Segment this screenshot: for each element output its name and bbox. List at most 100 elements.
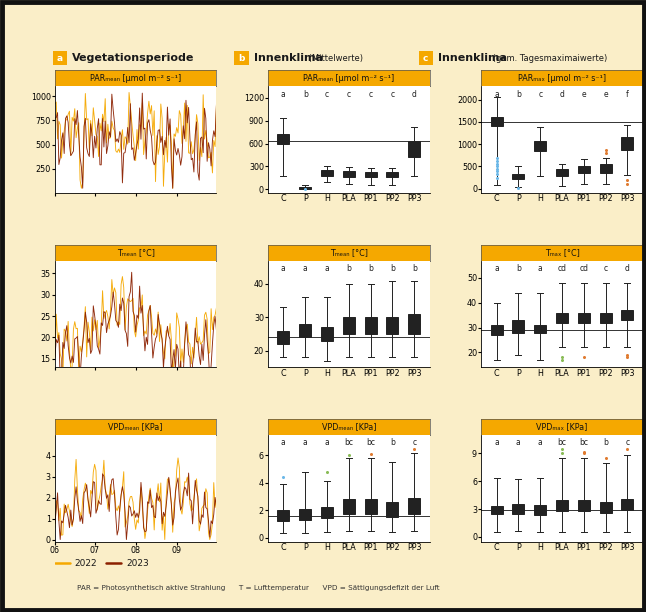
Text: bc: bc xyxy=(579,438,589,447)
Text: Innenklima: Innenklima xyxy=(438,53,507,63)
Text: e: e xyxy=(581,89,586,99)
PathPatch shape xyxy=(556,500,568,511)
PathPatch shape xyxy=(408,141,421,157)
Text: c: c xyxy=(325,89,329,99)
PathPatch shape xyxy=(277,510,289,521)
Text: a: a xyxy=(494,438,499,447)
Text: (Mittelwerte): (Mittelwerte) xyxy=(306,54,362,62)
PathPatch shape xyxy=(578,165,590,173)
Text: a: a xyxy=(281,89,286,99)
PathPatch shape xyxy=(534,325,547,332)
PathPatch shape xyxy=(621,310,634,320)
PathPatch shape xyxy=(364,499,377,514)
PathPatch shape xyxy=(277,330,289,344)
Text: a: a xyxy=(303,438,307,447)
Text: c: c xyxy=(603,264,608,273)
Text: b: b xyxy=(412,264,417,273)
PathPatch shape xyxy=(343,499,355,514)
Text: 2023: 2023 xyxy=(126,559,149,567)
PathPatch shape xyxy=(386,172,399,177)
Text: a: a xyxy=(303,264,307,273)
PathPatch shape xyxy=(321,327,333,341)
PathPatch shape xyxy=(512,174,525,179)
PathPatch shape xyxy=(599,165,612,173)
Text: PARₘₑₐₙ [μmol m⁻² s⁻¹]: PARₘₑₐₙ [μmol m⁻² s⁻¹] xyxy=(90,74,182,83)
Text: cd: cd xyxy=(557,264,567,273)
Text: c: c xyxy=(538,89,542,99)
Text: VPDₘₑₐₙ [KPa]: VPDₘₑₐₙ [KPa] xyxy=(322,422,376,431)
PathPatch shape xyxy=(277,133,289,144)
PathPatch shape xyxy=(299,187,311,188)
Text: VPDₘₑₐₙ [KPa]: VPDₘₑₐₙ [KPa] xyxy=(109,422,163,431)
Text: b: b xyxy=(346,264,351,273)
Text: a: a xyxy=(516,438,521,447)
PathPatch shape xyxy=(621,137,634,150)
Text: c: c xyxy=(625,438,630,447)
Text: b: b xyxy=(303,89,307,99)
Text: a: a xyxy=(281,438,286,447)
Text: Vegetationsperiode: Vegetationsperiode xyxy=(72,53,194,63)
PathPatch shape xyxy=(321,507,333,518)
Text: a: a xyxy=(325,264,329,273)
PathPatch shape xyxy=(321,170,333,176)
Text: VPDₘₐₓ [KPa]: VPDₘₐₓ [KPa] xyxy=(536,422,588,431)
Text: 2022: 2022 xyxy=(74,559,97,567)
PathPatch shape xyxy=(578,500,590,511)
PathPatch shape xyxy=(490,506,503,513)
Text: bc: bc xyxy=(557,438,567,447)
PathPatch shape xyxy=(621,499,634,510)
Text: f: f xyxy=(626,89,629,99)
Text: a: a xyxy=(57,54,63,62)
Text: b: b xyxy=(516,89,521,99)
PathPatch shape xyxy=(556,169,568,176)
Text: b: b xyxy=(516,264,521,273)
Text: bc: bc xyxy=(344,438,353,447)
PathPatch shape xyxy=(599,313,612,323)
Text: c: c xyxy=(347,89,351,99)
PathPatch shape xyxy=(578,313,590,323)
Text: Tₘₑₐₙ [°C]: Tₘₑₐₙ [°C] xyxy=(117,248,154,257)
Text: a: a xyxy=(281,264,286,273)
Text: bc: bc xyxy=(366,438,375,447)
Text: a: a xyxy=(325,438,329,447)
PathPatch shape xyxy=(534,141,547,151)
Text: (gem. Tagesmaximaiwerte): (gem. Tagesmaximaiwerte) xyxy=(490,54,607,62)
Text: PAR = Photosynthetisch aktive Strahlung      T = Lufttemperatur      VPD = Sätti: PAR = Photosynthetisch aktive Strahlung … xyxy=(77,584,440,591)
Text: a: a xyxy=(494,89,499,99)
PathPatch shape xyxy=(343,317,355,334)
Text: c: c xyxy=(390,89,395,99)
Text: d: d xyxy=(559,89,565,99)
Text: b: b xyxy=(390,438,395,447)
Text: b: b xyxy=(368,264,373,273)
PathPatch shape xyxy=(599,502,612,513)
Text: Tₘₑₐₙ [°C]: Tₘₑₐₙ [°C] xyxy=(330,248,368,257)
Text: PARₘₑₐₙ [μmol m⁻² s⁻¹]: PARₘₑₐₙ [μmol m⁻² s⁻¹] xyxy=(303,74,395,83)
PathPatch shape xyxy=(408,314,421,334)
PathPatch shape xyxy=(343,171,355,177)
PathPatch shape xyxy=(490,118,503,126)
PathPatch shape xyxy=(364,317,377,334)
Text: a: a xyxy=(494,264,499,273)
PathPatch shape xyxy=(386,317,399,334)
PathPatch shape xyxy=(534,506,547,515)
Text: b: b xyxy=(603,438,608,447)
Text: e: e xyxy=(603,89,608,99)
PathPatch shape xyxy=(299,324,311,337)
Text: PARₘₐₓ [μmol m⁻² s⁻¹]: PARₘₐₓ [μmol m⁻² s⁻¹] xyxy=(518,74,606,83)
PathPatch shape xyxy=(299,509,311,520)
Text: Innenklima: Innenklima xyxy=(254,53,323,63)
PathPatch shape xyxy=(512,504,525,513)
Text: c: c xyxy=(412,438,417,447)
PathPatch shape xyxy=(512,320,525,332)
Text: b: b xyxy=(238,54,245,62)
PathPatch shape xyxy=(408,498,421,514)
PathPatch shape xyxy=(556,313,568,323)
Text: b: b xyxy=(390,264,395,273)
Text: d: d xyxy=(625,264,630,273)
PathPatch shape xyxy=(364,172,377,177)
Text: c: c xyxy=(423,54,428,62)
Text: Tₘₐₓ [°C]: Tₘₐₓ [°C] xyxy=(545,248,579,257)
PathPatch shape xyxy=(386,502,399,517)
Text: c: c xyxy=(369,89,373,99)
Text: a: a xyxy=(538,264,543,273)
